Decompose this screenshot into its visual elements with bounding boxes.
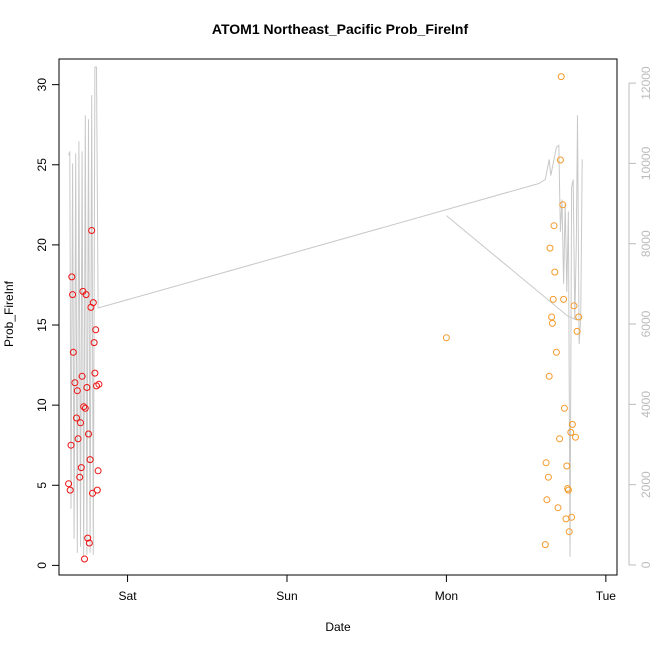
data-point — [550, 222, 558, 230]
data-point — [541, 541, 549, 549]
y-tick-label: 5 — [35, 482, 49, 489]
data-point — [89, 489, 96, 497]
y2-tick-label: 6000 — [639, 310, 650, 337]
data-point — [93, 486, 101, 494]
data-point — [85, 539, 93, 547]
data-point — [548, 313, 556, 321]
data-point — [565, 528, 573, 536]
data-point — [556, 156, 564, 164]
data-point — [77, 419, 84, 427]
y2-tick-label: 0 — [639, 561, 650, 568]
data-point — [82, 291, 90, 299]
data-point — [556, 435, 564, 443]
data-point — [545, 372, 553, 380]
data-point — [543, 496, 551, 504]
data-point — [560, 295, 568, 303]
data-point — [94, 467, 102, 475]
data-point — [86, 456, 94, 464]
data-point — [564, 486, 572, 494]
y-tick-label: 0 — [35, 562, 49, 569]
data-point — [442, 334, 450, 342]
x-tick-label: Tue — [596, 589, 617, 603]
data-point — [568, 513, 576, 521]
data-point — [568, 420, 576, 428]
data-point — [95, 380, 103, 388]
data-point — [89, 299, 97, 307]
data-point — [90, 339, 98, 347]
y-tick-label: 10 — [35, 398, 49, 412]
y-tick-label: 25 — [35, 158, 49, 172]
x-tick-label: Sun — [276, 589, 297, 603]
data-point — [91, 369, 99, 377]
y2-tick-label: 12000 — [639, 66, 650, 100]
data-point — [88, 227, 96, 234]
y2-tick-label: 2000 — [639, 471, 650, 498]
series-line — [68, 66, 583, 557]
data-point — [557, 73, 565, 81]
data-point — [552, 348, 560, 356]
data-point — [549, 295, 557, 303]
data-point — [73, 387, 81, 395]
data-point — [570, 302, 578, 310]
data-point — [80, 403, 88, 411]
y-tick-label: 20 — [35, 238, 49, 252]
data-point — [542, 459, 550, 467]
data-point — [551, 268, 559, 276]
data-point — [65, 480, 73, 488]
data-point — [544, 473, 552, 481]
data-point — [67, 441, 75, 449]
data-point — [85, 430, 92, 438]
data-point — [81, 555, 88, 563]
data-point — [69, 348, 77, 356]
data-point — [563, 462, 571, 470]
y2-tick-label: 4000 — [639, 391, 650, 418]
data-point — [73, 414, 80, 422]
data-point — [573, 327, 581, 335]
series-line — [446, 215, 578, 321]
data-point — [572, 433, 579, 441]
data-point — [76, 473, 84, 481]
y2-tick-label: 10000 — [639, 146, 650, 180]
data-point — [84, 534, 92, 542]
data-point — [92, 326, 100, 334]
data-point — [546, 244, 554, 252]
x-tick-label: Sat — [119, 589, 138, 603]
data-point — [567, 428, 575, 436]
data-point — [83, 384, 91, 391]
data-point — [554, 504, 562, 512]
data-point — [562, 515, 570, 523]
data-point — [66, 486, 74, 494]
data-point — [559, 201, 567, 209]
data-point — [71, 379, 79, 387]
data-point — [575, 313, 583, 321]
chart-title: ATOM1 Northeast_Pacific Prob_FireInf — [212, 21, 469, 37]
y-axis-label: Prob_FireInf — [2, 280, 16, 347]
data-point — [560, 404, 568, 412]
data-point — [77, 464, 85, 472]
y-tick-label: 15 — [35, 318, 49, 332]
y-tick-label: 30 — [35, 78, 49, 92]
data-point — [81, 404, 89, 412]
x-tick-label: Mon — [435, 589, 458, 603]
x-axis-label: Date — [325, 620, 351, 634]
data-point — [548, 319, 556, 327]
data-point — [68, 273, 76, 281]
y2-tick-label: 8000 — [639, 230, 650, 257]
data-point — [74, 435, 82, 443]
data-point — [69, 291, 77, 299]
data-point — [78, 372, 86, 380]
plot-frame — [58, 58, 618, 576]
